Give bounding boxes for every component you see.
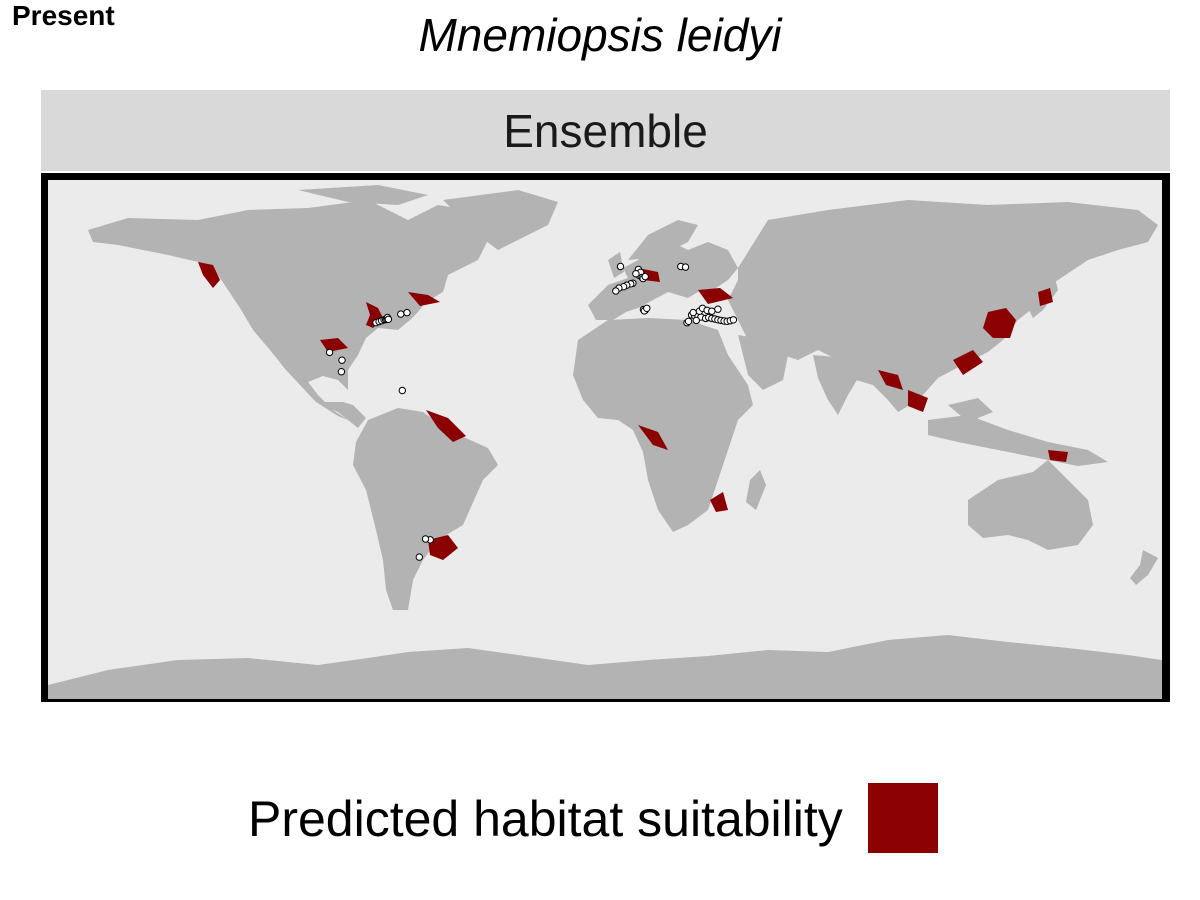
facet-strip-label: Ensemble: [503, 104, 708, 157]
occurrence-point: [632, 270, 640, 278]
land-arctic-islands: [298, 185, 428, 205]
period-label: Present: [12, 0, 115, 31]
suitable-pacific-nw: [198, 262, 220, 288]
suitable-gulf-coast: [320, 338, 348, 352]
land-antarctica: [48, 635, 1162, 699]
occurrence-point: [684, 317, 693, 326]
world-map: [48, 185, 1162, 699]
land-arabia: [738, 335, 788, 390]
land-central-america: [316, 402, 366, 428]
suitable-japan-coast: [1038, 288, 1053, 306]
land-asia: [728, 200, 1158, 412]
legend-label: Predicted habitat suitability: [248, 791, 843, 847]
occurrence-point: [338, 356, 346, 364]
occurrence-points: [325, 262, 738, 561]
facet-strip: Ensemble: [41, 90, 1170, 171]
land-madagascar: [746, 470, 766, 510]
occurrence-point: [681, 263, 690, 271]
suitable-southeast-asia: [908, 390, 928, 412]
land-australia: [968, 460, 1093, 550]
land-india: [813, 355, 863, 415]
land-europe: [588, 240, 738, 320]
land-new-zealand: [1130, 550, 1158, 585]
land-africa: [573, 318, 753, 532]
suitable-venezuela: [426, 410, 466, 442]
occurrence-point: [616, 262, 625, 271]
occurrence-point: [403, 308, 411, 317]
occurrence-point: [612, 287, 620, 295]
occurrence-point: [689, 308, 697, 317]
suitable-china-coast: [953, 350, 983, 375]
occurrence-point: [421, 535, 430, 543]
occurrence-point: [415, 553, 423, 561]
occurrence-point: [337, 368, 346, 376]
land-layer: [48, 185, 1162, 699]
occurrence-point: [398, 386, 406, 395]
land-north-america: [88, 200, 488, 425]
occurrence-point: [714, 305, 722, 313]
land-greenland: [443, 190, 558, 250]
land-indonesia-north: [948, 398, 993, 422]
occurrence-point: [641, 272, 649, 281]
suitable-yellow-sea: [983, 308, 1016, 338]
suitable-west-africa: [638, 425, 668, 450]
occurrence-point: [384, 315, 393, 324]
occurrence-point: [325, 348, 334, 357]
occurrence-point: [643, 304, 651, 313]
suitable-black-sea: [698, 288, 733, 304]
legend-swatch: [868, 783, 938, 853]
species-title: Mnemiopsis leidyi: [418, 9, 782, 61]
occurrence-point: [708, 307, 716, 315]
suitable-south-brazil: [428, 535, 458, 560]
map-panel: [41, 173, 1170, 702]
occurrence-point: [692, 316, 700, 325]
suitable-bay-of-bengal: [878, 370, 903, 390]
suitable-east-africa: [710, 492, 728, 512]
land-south-america: [353, 408, 498, 610]
suitable-new-guinea: [1048, 450, 1068, 462]
land-southeast-asia-islands: [928, 415, 1108, 466]
occurrence-point: [729, 316, 738, 324]
land-scandinavia: [628, 220, 698, 260]
suitable-north-atlantic: [408, 292, 440, 306]
land-british-isles: [608, 252, 624, 278]
occurrence-point: [397, 310, 405, 318]
